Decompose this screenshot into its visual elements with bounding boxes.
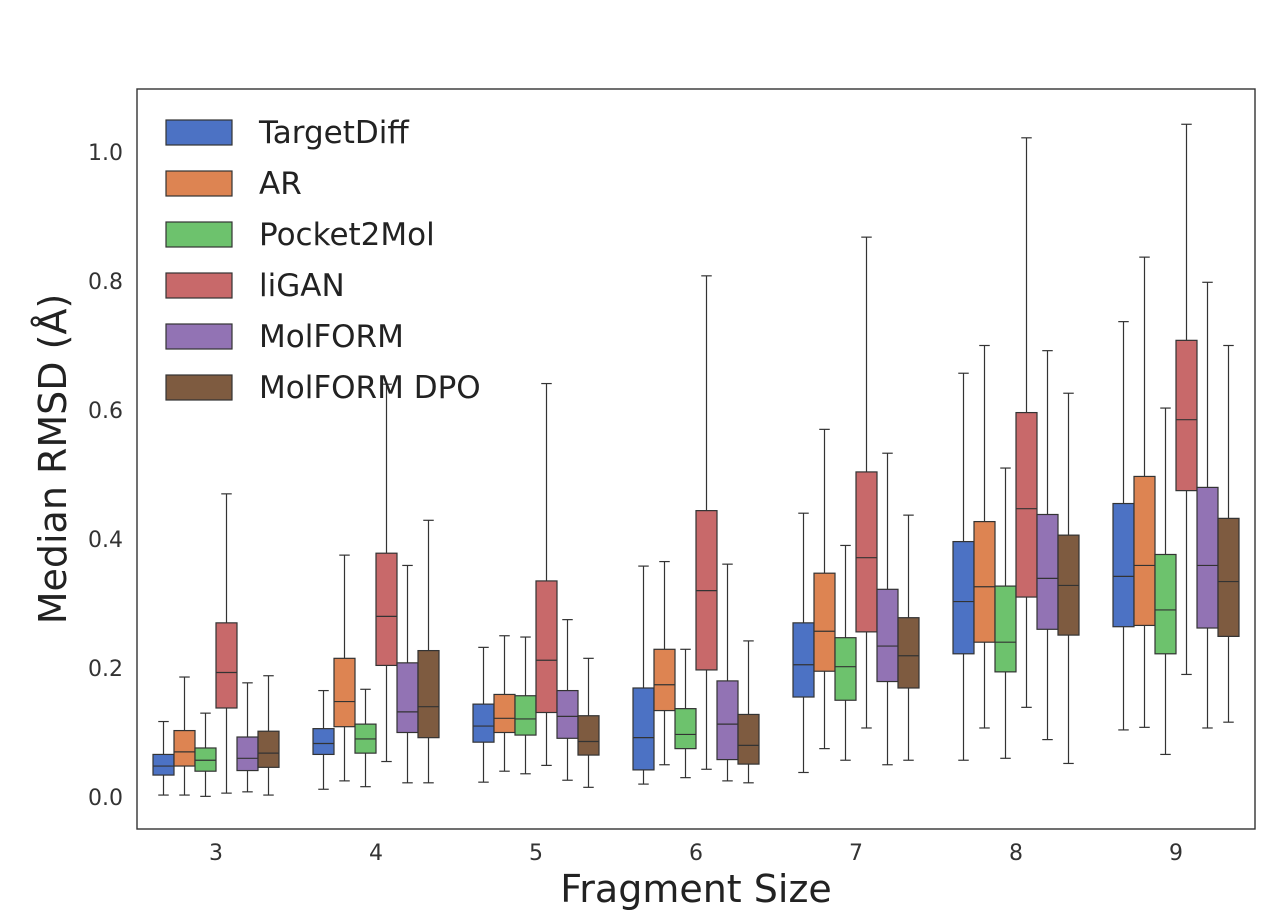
x-tick-label: 3: [209, 841, 223, 866]
x-tick-label: 7: [849, 841, 863, 866]
box: [493, 693, 516, 734]
box: [514, 695, 537, 736]
y-tick-label: 0.8: [88, 270, 123, 295]
x-tick-label: 6: [689, 841, 703, 866]
legend-label: TargetDiff: [258, 115, 409, 151]
x-axis-label: Fragment Size: [560, 867, 832, 911]
box: [994, 585, 1017, 673]
legend-swatch: [165, 272, 233, 299]
box: [577, 715, 600, 756]
y-tick-label: 0.4: [88, 528, 123, 553]
box: [152, 753, 175, 776]
box: [312, 728, 335, 756]
box: [813, 572, 836, 672]
y-tick-label: 0.6: [88, 399, 123, 424]
box: [396, 662, 419, 734]
legend-swatch: [165, 323, 233, 350]
series-ar: [173, 256, 1156, 796]
box: [716, 680, 739, 761]
box: [792, 622, 815, 698]
box: [236, 736, 259, 772]
x-tick-labels: 3 4 5 6 7 8 9: [209, 841, 1183, 866]
x-tick-label: 8: [1009, 841, 1023, 866]
series-pocket2mol: [194, 407, 1177, 797]
box: [855, 471, 878, 633]
box: [1175, 339, 1198, 492]
box: [973, 520, 996, 643]
legend-swatch: [165, 170, 233, 197]
series-targetdiff: [152, 321, 1135, 796]
box: [876, 588, 899, 683]
box: [257, 730, 280, 768]
legend: TargetDiff AR Pocket2Mol liGAN MolFORM MolFOR…: [165, 115, 481, 406]
box: [417, 649, 440, 739]
x-tick-label: 9: [1169, 841, 1183, 866]
legend-swatch: [165, 374, 233, 401]
y-tick-label: 0.2: [88, 657, 123, 682]
box: [737, 713, 760, 765]
legend-swatch: [165, 221, 233, 248]
legend-label: Pocket2Mol: [259, 217, 435, 253]
box: [556, 689, 579, 739]
boxes-layer: [152, 123, 1240, 797]
box: [215, 622, 238, 709]
box: [1196, 486, 1219, 629]
box: [952, 540, 975, 655]
series-molform: [236, 281, 1219, 793]
x-tick-label: 5: [529, 841, 543, 866]
box: [897, 617, 920, 689]
x-tick-label: 4: [369, 841, 383, 866]
box: [1154, 553, 1177, 655]
y-axis-label: Median RMSD (Å): [31, 294, 75, 625]
box: [1112, 502, 1135, 628]
box: [375, 552, 398, 667]
box: [333, 657, 356, 728]
y-tick-label: 0.0: [88, 786, 123, 811]
series-ligan: [215, 123, 1198, 794]
legend-label: AR: [259, 166, 302, 202]
box: [632, 687, 655, 771]
box: [1036, 513, 1059, 630]
legend-swatch: [165, 119, 233, 146]
y-tick-label: 1.0: [88, 141, 123, 166]
y-tick-labels: 0.0 0.2 0.4 0.6 0.8 1.0: [88, 141, 123, 811]
box: [653, 648, 676, 712]
box: [674, 708, 697, 750]
box: [173, 729, 196, 767]
legend-label: MolFORM DPO: [259, 370, 481, 406]
box: [1217, 517, 1240, 637]
legend-label: MolFORM: [259, 319, 404, 355]
legend-label: liGAN: [259, 268, 345, 304]
box: [535, 580, 558, 714]
box: [834, 637, 857, 701]
series-molform-dpo: [257, 344, 1240, 796]
box: [194, 747, 217, 772]
box: [1015, 411, 1038, 598]
box: [472, 703, 495, 743]
box: [1133, 475, 1156, 627]
